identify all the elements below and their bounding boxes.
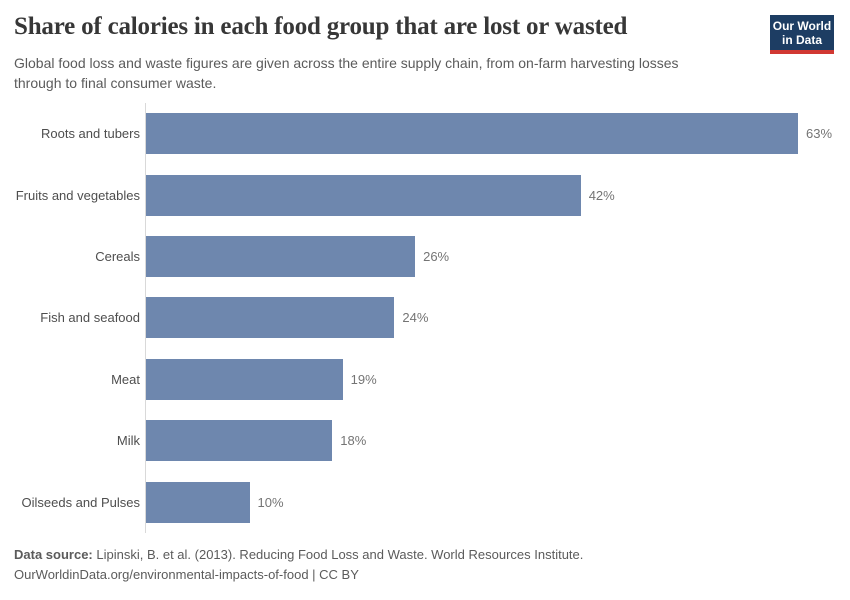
category-axis-line (145, 103, 146, 533)
bar-row: Fish and seafood 24% (0, 287, 850, 348)
value-label: 18% (340, 433, 367, 449)
category-label: Meat (111, 371, 140, 387)
bar (146, 420, 333, 462)
category-label: Roots and tubers (40, 126, 140, 142)
owid-logo: Our World in Data (770, 15, 834, 54)
owid-logo-line1: Our World (772, 19, 832, 33)
data-source-line: Data source: Lipinski, B. et al. (2013).… (14, 545, 814, 565)
bar-row: Roots and tubers 63% (0, 103, 850, 164)
data-source-label: Data source: (14, 547, 93, 562)
bar (146, 481, 250, 523)
bar-chart: Roots and tubers 63% Fruits and vegetabl… (0, 103, 850, 533)
data-source-text: Lipinski, B. et al. (2013). Reducing Foo… (92, 547, 584, 562)
category-label: Oilseeds and Pulses (21, 494, 140, 510)
owid-logo-line2: in Data (781, 33, 822, 47)
bar-row: Fruits and vegetables 42% (0, 164, 850, 225)
chart-footer: Data source: Lipinski, B. et al. (2013).… (14, 545, 814, 585)
value-label: 42% (588, 187, 615, 203)
category-label: Milk (116, 433, 140, 449)
category-label: Fish and seafood (40, 310, 140, 326)
value-label: 63% (806, 126, 833, 142)
value-label: 26% (423, 248, 450, 264)
bar (146, 297, 395, 339)
value-label: 10% (257, 494, 284, 510)
bar (146, 235, 416, 277)
bar (146, 358, 343, 400)
value-label: 19% (350, 371, 377, 387)
value-label: 24% (402, 310, 429, 326)
chart-subtitle: Global food loss and waste figures are g… (14, 55, 679, 91)
bar-row: Milk 18% (0, 410, 850, 471)
category-label: Cereals (95, 248, 140, 264)
license-line: OurWorldinData.org/environmental-impacts… (14, 567, 359, 582)
bar (146, 174, 581, 216)
bar-row: Oilseeds and Pulses 10% (0, 471, 850, 532)
bar (146, 113, 799, 155)
bar-row: Meat 19% (0, 349, 850, 410)
page-title: Share of calories in each food group tha… (14, 13, 628, 40)
category-label: Fruits and vegetables (15, 187, 140, 203)
bar-row: Cereals 26% (0, 226, 850, 287)
